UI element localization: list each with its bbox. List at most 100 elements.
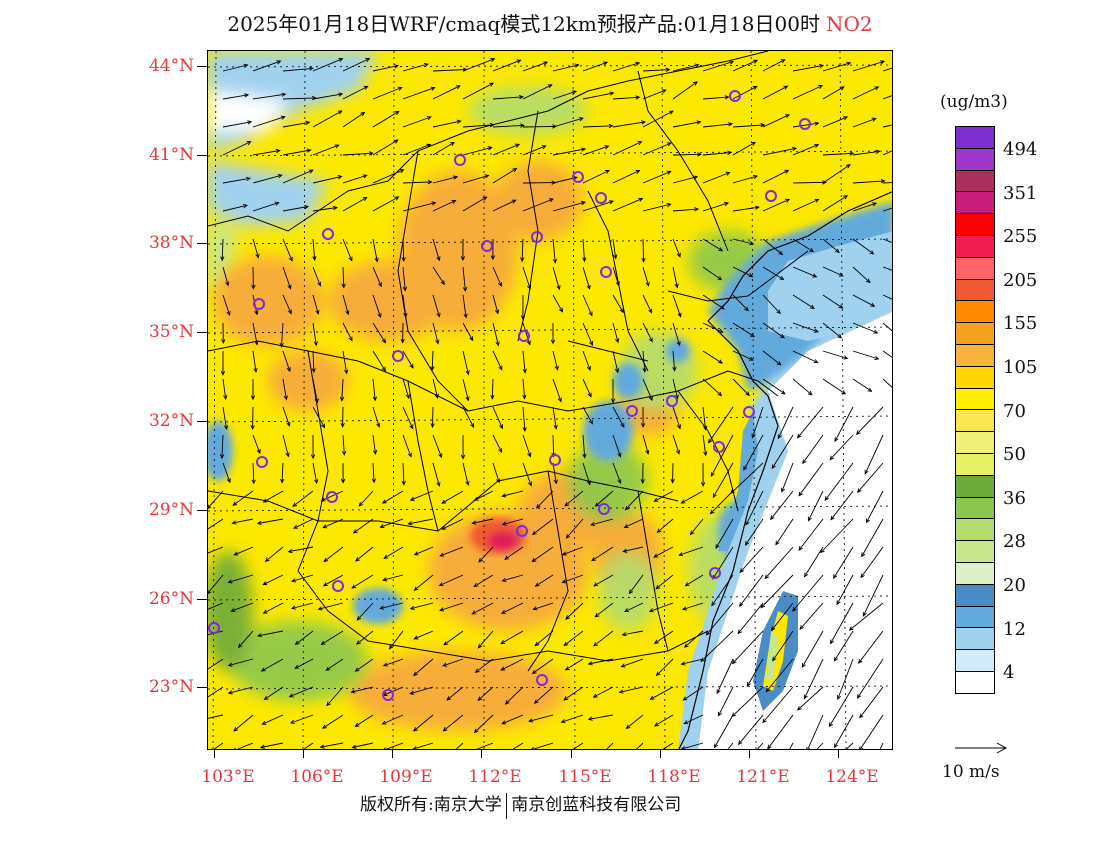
wind-vector (834, 406, 854, 442)
wind-vector (342, 58, 370, 72)
wind-vector-head (251, 284, 256, 290)
wind-vector-head (727, 150, 733, 155)
wind-vector-head (812, 273, 818, 278)
wind-vector-head (315, 309, 320, 315)
wind-vector (410, 490, 434, 501)
wind-vector-head (341, 450, 347, 456)
colorbar-level (955, 540, 995, 563)
lat-label-26: 26°N (148, 589, 194, 609)
wind-vector (521, 238, 524, 262)
wind-vector (712, 546, 734, 580)
wind-vector-head (294, 664, 300, 669)
wind-vector (765, 658, 794, 692)
wind-vector-head (620, 423, 625, 428)
wind-vector-head (859, 746, 864, 749)
wind-vector-head (465, 396, 470, 402)
site-marker (253, 298, 265, 310)
wind-vector-head (227, 690, 233, 695)
wind-vector-head (496, 478, 501, 484)
wind-vector-head (522, 427, 527, 433)
wind-vector (492, 406, 503, 429)
wind-vector (624, 602, 644, 613)
wind-vector-head (339, 396, 345, 402)
wind-vector (372, 378, 376, 401)
wind-vector-head (594, 502, 600, 507)
wind-vector (807, 714, 824, 749)
wind-vector (582, 406, 593, 424)
wind-vector (642, 110, 674, 128)
wind-vector-head (499, 424, 503, 430)
wind-vector (882, 350, 892, 358)
wind-vector-head (572, 175, 578, 181)
wind-vector-head (322, 524, 328, 529)
wind-vector (681, 490, 704, 504)
wind-vector (858, 630, 884, 664)
wind-vector (642, 170, 671, 184)
wind-vector (288, 546, 314, 553)
wind-vector (799, 602, 824, 630)
wind-vector-head (870, 302, 876, 307)
wind-vector-head (618, 689, 624, 694)
wind-vector (622, 630, 644, 636)
wind-vector-head (290, 605, 296, 610)
copyright-left: 版权所有:南京大学 (360, 795, 502, 815)
wind-vector (382, 490, 404, 504)
wind-vector (282, 378, 287, 400)
wind-vector (402, 181, 432, 184)
wind-vector (282, 294, 292, 314)
wind-vector (561, 714, 584, 723)
wind-vector (772, 630, 794, 661)
wind-vector-head (683, 643, 689, 648)
wind-vector-head (655, 671, 661, 677)
wind-vector (282, 97, 316, 100)
wind-vector-head (638, 197, 644, 202)
wind-vector-head (264, 557, 270, 562)
wind-vector (732, 59, 758, 72)
colorbar-level (955, 583, 995, 607)
lat-label-41: 41°N (148, 145, 194, 165)
wind-vector (222, 121, 252, 128)
wind-vector (372, 322, 386, 343)
wind-vector-head (867, 387, 873, 392)
wind-vector-head (873, 329, 879, 334)
wind-vector (282, 67, 313, 72)
wind-vector-head (718, 247, 724, 252)
wind-vector-head (772, 656, 777, 662)
wind-vector-head (423, 62, 429, 68)
wind-vector (612, 170, 640, 184)
colorbar-level (955, 561, 995, 585)
wind-vector (414, 546, 434, 556)
copyright-notice: 版权所有:南京大学 南京创蓝科技有限公司 (360, 790, 681, 819)
wind-vector (682, 602, 704, 610)
wind-vector (672, 322, 681, 346)
wind-vector-head (564, 502, 570, 507)
wind-vector-head (285, 452, 290, 458)
wind-vector (492, 294, 499, 314)
wind-vector-head (351, 744, 357, 749)
wind-vector (442, 658, 464, 667)
wind-vector (462, 350, 469, 375)
wind-vector (536, 490, 554, 509)
wind-vector-head (489, 82, 495, 87)
wind-vector-head (360, 111, 366, 117)
wind-vector (263, 574, 284, 586)
wind-vector (859, 686, 884, 718)
wind-vector-head (818, 85, 824, 89)
wind-vector-head (656, 528, 662, 533)
wind-vector (684, 714, 704, 725)
wind-vector-head (554, 365, 559, 371)
wind-vector-head (845, 164, 851, 169)
wind-reference-label: 10 m/s (942, 762, 1000, 782)
wind-vector-head (703, 451, 708, 457)
wind-vector (762, 147, 797, 156)
wind-vector (318, 602, 344, 610)
wind-vector-head (586, 365, 591, 371)
colorbar-level (955, 431, 995, 454)
wind-vector (238, 630, 254, 648)
wind-vector (781, 462, 794, 492)
wind-vector-head (684, 582, 690, 587)
wind-vector-head (803, 694, 808, 700)
wind-vector (522, 266, 531, 290)
wind-vector (852, 180, 885, 184)
wind-vector-head (749, 241, 755, 246)
